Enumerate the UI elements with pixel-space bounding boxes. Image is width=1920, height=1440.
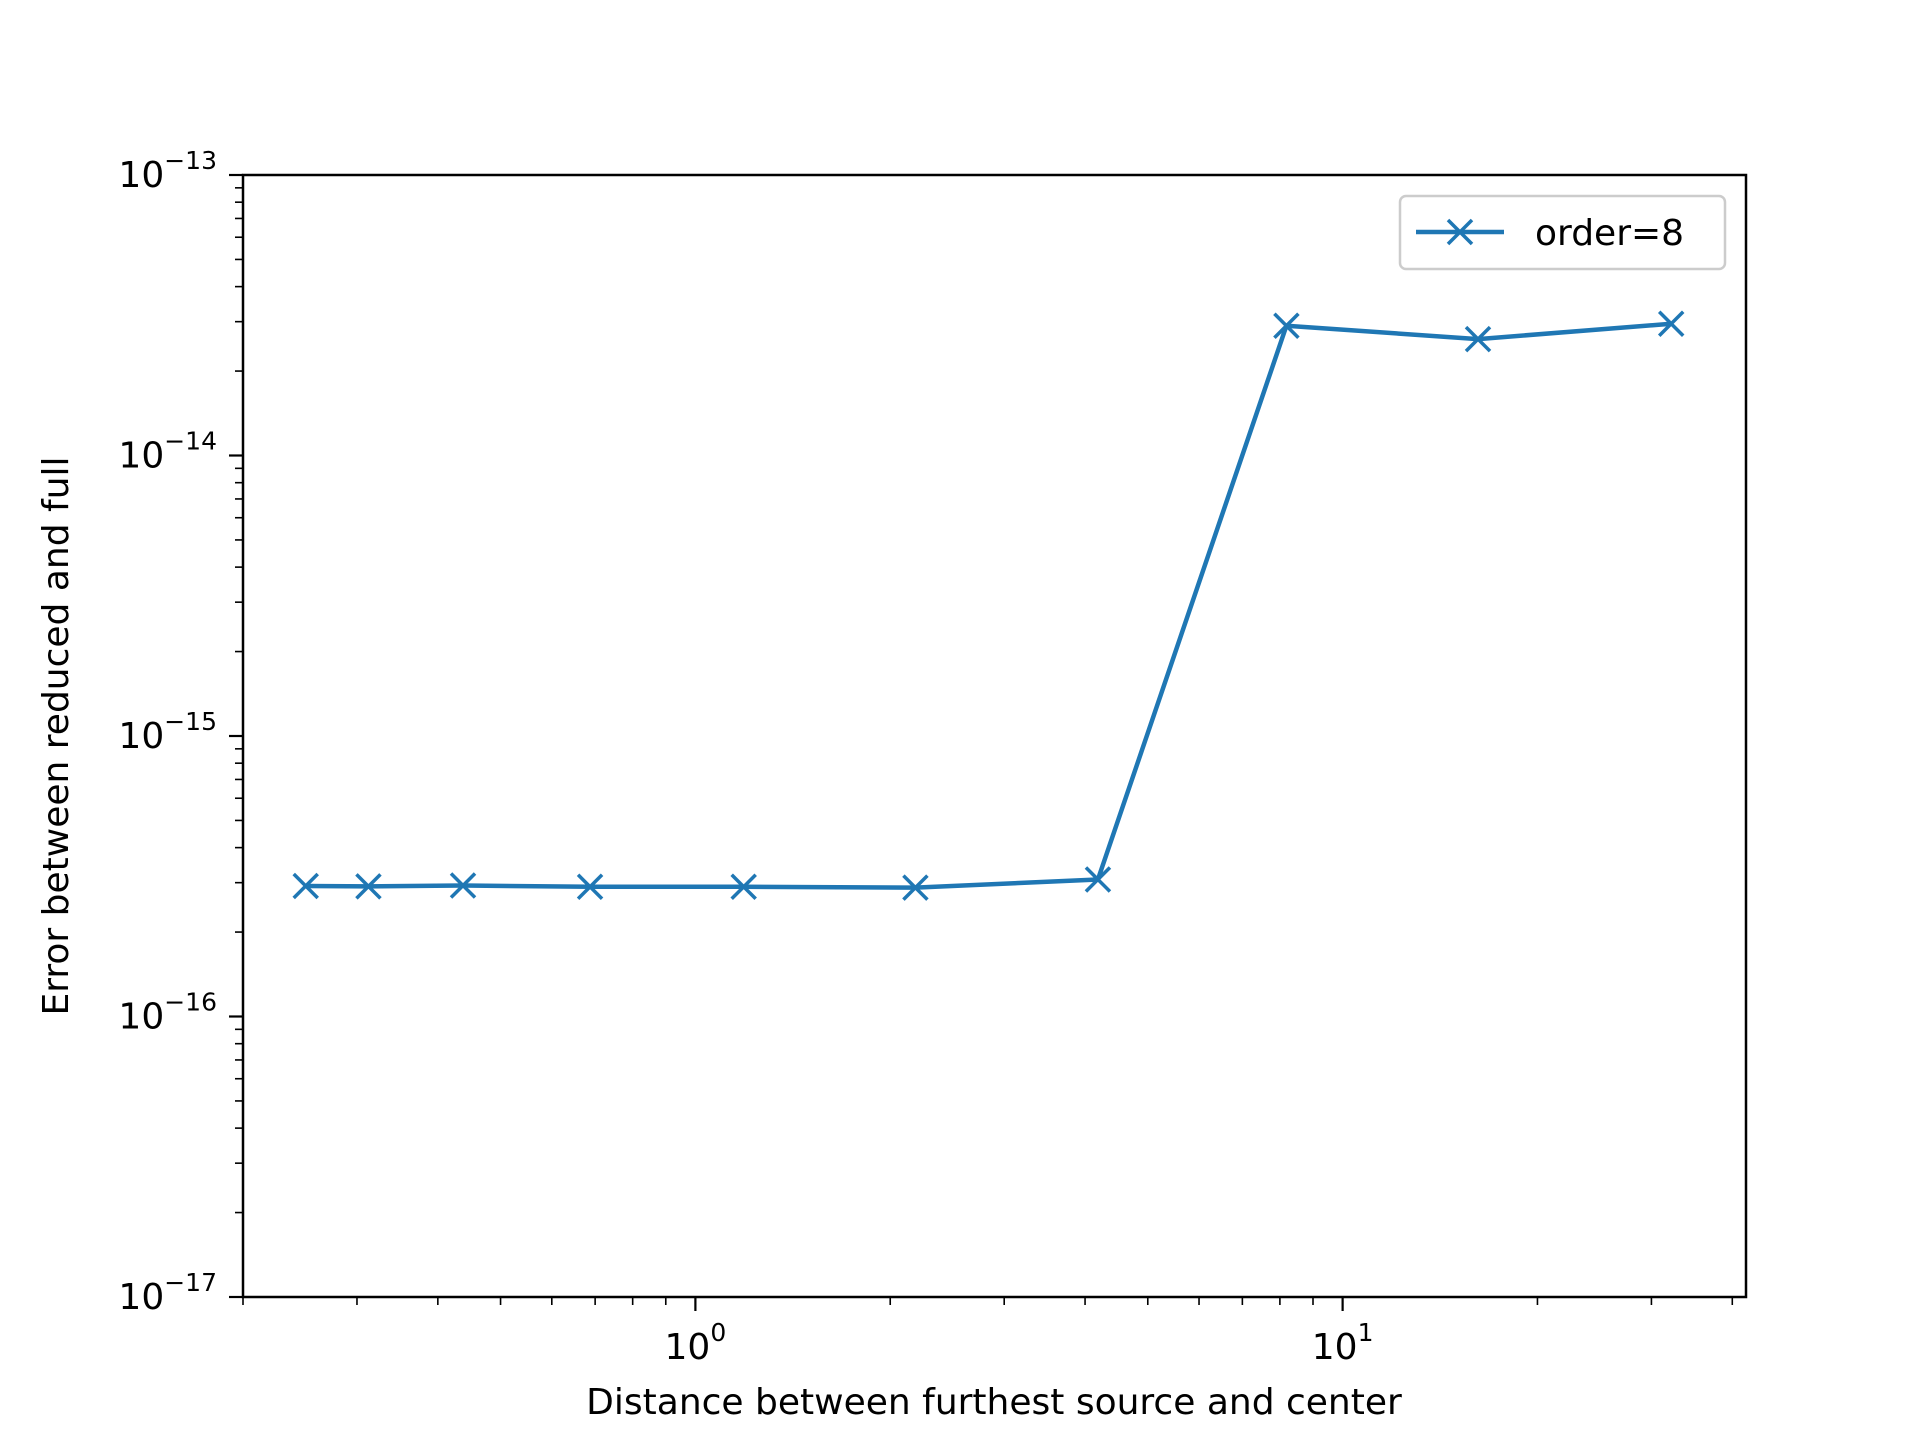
y-tick-label: 10−14 <box>118 427 217 477</box>
x-tick-label: 101 <box>1312 1318 1374 1368</box>
x-tick-label: 100 <box>665 1318 727 1368</box>
y-tick-label: 10−16 <box>118 988 217 1038</box>
data-point-marker <box>355 873 382 900</box>
legend-marker-icon <box>1446 218 1474 246</box>
legend-box <box>1398 194 1727 271</box>
data-point-marker <box>449 872 477 899</box>
y-tick-label: 10−13 <box>118 146 217 196</box>
y-tick-label: 10−15 <box>118 707 217 757</box>
data-point-marker <box>1657 310 1685 337</box>
data-point-marker <box>1273 312 1300 340</box>
data-point-marker <box>292 872 319 900</box>
legend-entry-label: order=8 <box>1535 213 1684 254</box>
data-point-marker <box>1084 866 1112 893</box>
x-axis-label: Distance between furthest source and cen… <box>586 1382 1402 1423</box>
data-point-marker <box>576 873 604 901</box>
legend: order=8 <box>1398 194 1727 271</box>
data-point-marker <box>730 873 757 901</box>
plot-frame <box>241 173 1748 1299</box>
y-tick-label: 10−17 <box>118 1268 217 1318</box>
data-point-marker <box>1464 325 1492 353</box>
plot-area <box>243 175 1746 1297</box>
series-line-order-8 <box>305 321 1672 890</box>
y-axis-label: Error between reduced and full <box>36 456 77 1015</box>
data-point-marker <box>902 874 929 901</box>
